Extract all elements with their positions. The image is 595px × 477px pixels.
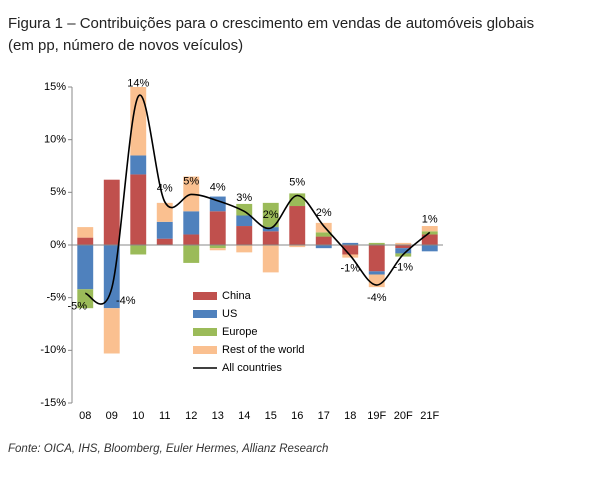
bar-segment [368, 245, 385, 272]
bar-segment [236, 226, 253, 245]
bar-segment [156, 202, 173, 222]
legend-swatch [193, 328, 217, 336]
legend-label: Europe [222, 326, 257, 338]
data-label: -1% [340, 262, 360, 274]
y-tick-label: -15% [40, 397, 66, 409]
chart-title: Figura 1 – Contribuições para o crescime… [8, 15, 534, 32]
y-tick-label: 5% [50, 186, 66, 198]
bar-segment [395, 248, 412, 254]
data-label: -5% [67, 300, 87, 312]
bar-segment [368, 242, 385, 245]
bar-segment [130, 174, 147, 245]
bar-segment [342, 242, 359, 245]
bar-segment [289, 245, 306, 248]
line [84, 94, 431, 305]
data-label: 1% [422, 213, 438, 225]
bar-segment [103, 308, 120, 354]
bar-segment [77, 245, 94, 290]
bar-segment [421, 226, 438, 232]
bar-segment [395, 245, 412, 249]
x-tick-label: 14 [238, 410, 250, 422]
legend-label: Rest of the world [222, 344, 305, 356]
legend-swatch [193, 292, 217, 300]
x-tick-label: 16 [291, 410, 303, 422]
legend-label: All countries [222, 362, 282, 374]
data-label: -4% [367, 292, 387, 304]
bar-segment [315, 236, 332, 245]
bar-segment [209, 245, 226, 249]
bar-segment [236, 215, 253, 227]
bar-segment [156, 238, 173, 245]
data-label: -1% [393, 261, 413, 273]
bar-segment [395, 242, 412, 245]
x-tick-label: 08 [79, 410, 91, 422]
x-tick-label: 15 [265, 410, 277, 422]
x-tick-label: 12 [185, 410, 197, 422]
x-tick-label: 20F [394, 410, 413, 422]
x-tick-label: 13 [212, 410, 224, 422]
bar-segment [289, 206, 306, 245]
bar-segment [342, 245, 359, 255]
bar-segment [315, 222, 332, 233]
bar-segment [209, 248, 226, 251]
x-tick-label: 11 [159, 410, 170, 422]
bar-segment [236, 203, 253, 216]
x-tick-label: 21F [420, 410, 439, 422]
bar-segment [77, 237, 94, 245]
bar-segment [315, 232, 332, 237]
data-label: 3% [236, 192, 252, 204]
x-tick-label: 09 [106, 410, 118, 422]
bar-segment [130, 245, 147, 255]
bar-segment [130, 155, 147, 175]
bar-segment [421, 245, 438, 252]
bar-segment [236, 245, 253, 253]
data-label: -4% [116, 295, 136, 307]
legend-label: US [222, 308, 237, 320]
bar-segment [262, 231, 279, 245]
source: Fonte: OICA, IHS, Bloomberg, Euler Herme… [8, 443, 328, 455]
bar-segment [209, 211, 226, 245]
legend-swatch [193, 310, 217, 318]
y-tick-label: -10% [40, 344, 66, 356]
data-label: 5% [183, 175, 199, 187]
y-tick-label: 15% [44, 81, 66, 93]
bar-segment [77, 227, 94, 238]
data-label: 4% [157, 183, 173, 195]
x-tick-label: 18 [344, 410, 356, 422]
chart-subtitle: (em pp, número de novos veículos) [8, 37, 243, 54]
y-tick-label: 10% [44, 134, 66, 146]
bar-segment [421, 234, 438, 245]
bar-segment [262, 245, 279, 273]
x-tick-label: 10 [132, 410, 144, 422]
y-tick-label: -5% [46, 292, 66, 304]
bar-segment [77, 289, 94, 309]
y-tick-label: 0% [50, 239, 66, 251]
bar-segment [183, 234, 200, 245]
bar-segment [315, 245, 332, 249]
bar-segment [262, 227, 279, 232]
legend-label: China [222, 290, 252, 302]
bar-segment [183, 245, 200, 263]
data-label: 5% [289, 176, 305, 188]
bar-segment [130, 87, 147, 156]
bar-segment [183, 211, 200, 235]
bar-segment [156, 221, 173, 239]
data-label: 2% [316, 207, 332, 219]
data-label: 2% [263, 209, 279, 221]
data-label: 4% [210, 182, 226, 194]
x-tick-label: 17 [318, 410, 330, 422]
data-label: 14% [127, 77, 149, 89]
bar-segment [262, 202, 279, 228]
bar-segment [103, 179, 120, 245]
x-tick-label: 19F [367, 410, 386, 422]
legend-swatch [193, 346, 217, 354]
bar-segment [368, 271, 385, 275]
